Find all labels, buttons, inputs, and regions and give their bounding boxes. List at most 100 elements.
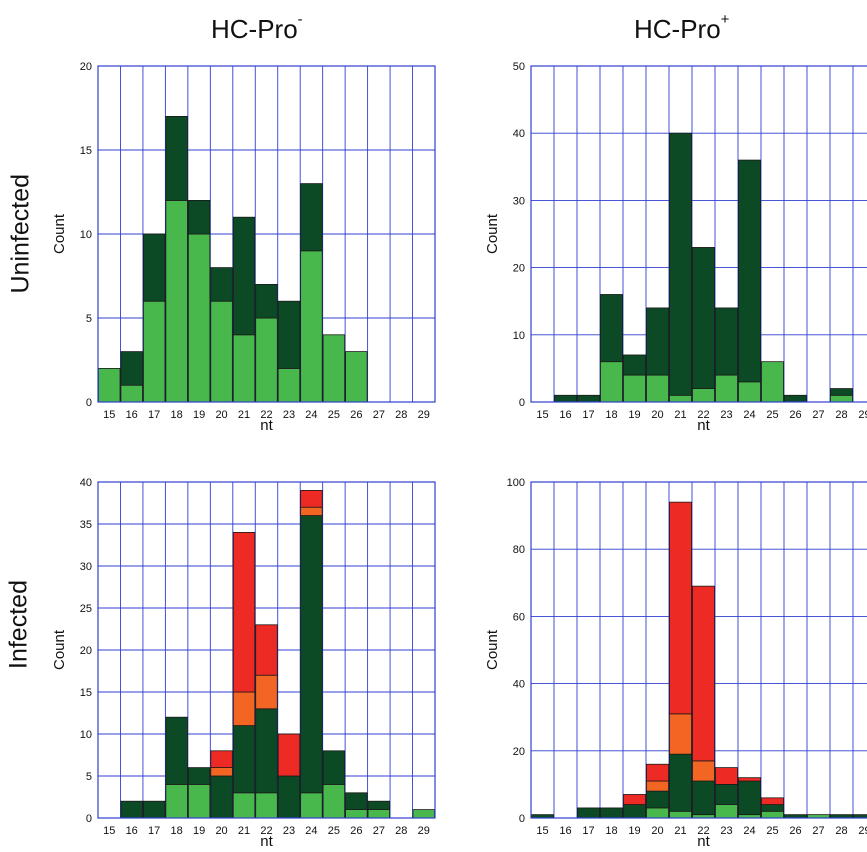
x-tick-label: 24 bbox=[743, 825, 755, 837]
y-tick-label: 0 bbox=[86, 813, 92, 825]
x-tick-label: 18 bbox=[605, 409, 617, 421]
bar-segment-dark-green bbox=[761, 804, 784, 812]
x-tick-label: 20 bbox=[651, 409, 663, 421]
bar-segment-red bbox=[761, 797, 784, 805]
bar-segment-dark-green bbox=[669, 753, 692, 812]
x-tick-label: 17 bbox=[148, 409, 160, 421]
x-tick-label: 29 bbox=[858, 825, 867, 837]
x-tick-label: 18 bbox=[171, 825, 183, 837]
bars bbox=[120, 489, 435, 819]
x-tick-label: 20 bbox=[215, 409, 227, 421]
x-tick-label: 16 bbox=[559, 409, 571, 421]
x-tick-label: 19 bbox=[628, 825, 640, 837]
bar-segment-dark-green bbox=[669, 132, 692, 396]
y-tick-label: 15 bbox=[80, 687, 92, 699]
bar-segment-light-green bbox=[669, 810, 692, 819]
y-tick-label: 30 bbox=[80, 561, 92, 573]
column-title-base: HC-Pro bbox=[211, 14, 298, 44]
x-tick-label: 18 bbox=[605, 825, 617, 837]
column-title-hcpro-minus: HC-Pro- bbox=[211, 11, 303, 45]
x-axis-label: nt bbox=[260, 833, 273, 850]
y-tick-label: 10 bbox=[80, 229, 92, 241]
bar-segment-light-green bbox=[715, 804, 738, 819]
x-tick-label: 17 bbox=[582, 825, 594, 837]
x-tick-label: 25 bbox=[766, 409, 778, 421]
x-tick-label: 24 bbox=[305, 825, 317, 837]
bar-segment-red bbox=[715, 767, 738, 785]
y-tick-label: 80 bbox=[513, 544, 525, 556]
bar-segment-dark-green bbox=[577, 807, 600, 819]
y-tick-labels: 0 5 10 15 20 bbox=[80, 61, 92, 409]
bar-segment-dark-green bbox=[300, 183, 323, 252]
x-tick-label: 22 bbox=[260, 409, 272, 421]
x-tick-label: 29 bbox=[858, 409, 867, 421]
x-tick-labels: 15 16 17 18 19 20 21 22 23 24 25 26 27 28 29 bbox=[536, 409, 867, 421]
x-tick-label: 16 bbox=[559, 825, 571, 837]
x-tick-label: 29 bbox=[418, 409, 430, 421]
x-tick-label: 23 bbox=[720, 409, 732, 421]
x-tick-label: 16 bbox=[126, 825, 138, 837]
column-title-base: HC-Pro bbox=[634, 14, 721, 44]
bar-segment-dark-green bbox=[646, 790, 669, 809]
x-tick-label: 26 bbox=[789, 409, 801, 421]
x-axis-label: nt bbox=[697, 833, 710, 850]
bar-segment-orange bbox=[692, 760, 715, 782]
y-tick-label: 40 bbox=[513, 128, 525, 140]
y-tick-label: 50 bbox=[513, 61, 525, 73]
x-tick-label: 26 bbox=[350, 825, 362, 837]
bar-segment-dark-green bbox=[600, 294, 623, 363]
bar-segment-dark-green bbox=[692, 780, 715, 816]
y-tick-label: 35 bbox=[80, 519, 92, 531]
bar-segment-red bbox=[738, 777, 761, 782]
x-tick-label: 27 bbox=[373, 409, 385, 421]
x-tick-label: 21 bbox=[674, 825, 686, 837]
plot-frame bbox=[530, 65, 867, 403]
bar-segment-dark-green bbox=[646, 307, 669, 376]
y-tick-labels: 0 5 10 15 20 25 30 35 40 bbox=[80, 477, 92, 825]
y-axis-label: Count bbox=[484, 629, 501, 670]
bar-segment-red bbox=[210, 750, 233, 768]
x-tick-label: 22 bbox=[697, 825, 709, 837]
y-tick-label: 20 bbox=[80, 61, 92, 73]
y-tick-label: 10 bbox=[513, 330, 525, 342]
x-tick-label: 15 bbox=[536, 825, 548, 837]
bar-segment-dark-green bbox=[187, 199, 211, 235]
bars bbox=[98, 116, 368, 403]
plot-frame bbox=[97, 65, 436, 403]
bar-segment-dark-green bbox=[187, 767, 211, 785]
bar-segment-dark-green bbox=[738, 159, 761, 383]
x-tick-label: 15 bbox=[536, 409, 548, 421]
y-tick-label: 0 bbox=[86, 397, 92, 409]
x-tick-label: 28 bbox=[395, 409, 407, 421]
bar-segment-dark-green bbox=[142, 233, 166, 302]
bar-segment-dark-green bbox=[120, 351, 143, 386]
bar-segment-dark-green bbox=[210, 267, 233, 302]
y-tick-label: 0 bbox=[519, 813, 525, 825]
x-tick-label: 27 bbox=[373, 825, 385, 837]
x-tick-label: 16 bbox=[126, 409, 138, 421]
bar-segment-dark-green bbox=[345, 792, 368, 810]
bar-segment-red bbox=[692, 585, 715, 762]
x-tick-label: 21 bbox=[238, 409, 250, 421]
bar-segment-dark-green bbox=[277, 300, 301, 369]
x-tick-label: 21 bbox=[674, 409, 686, 421]
y-tick-label: 100 bbox=[507, 477, 525, 489]
bar-segment-dark-green bbox=[830, 388, 853, 396]
x-tick-labels: 15 16 17 18 19 20 21 22 23 24 25 26 27 28 29 bbox=[103, 409, 430, 421]
y-tick-label: 40 bbox=[80, 477, 92, 489]
bar-segment-dark-green bbox=[367, 800, 391, 811]
bar-segment-dark-green bbox=[232, 216, 256, 336]
x-tick-labels: 15 16 17 18 19 20 21 22 23 24 25 26 27 28 29 bbox=[536, 825, 867, 837]
y-tick-label: 30 bbox=[513, 195, 525, 207]
x-tick-label: 25 bbox=[328, 825, 340, 837]
plot-frame bbox=[97, 481, 436, 819]
y-tick-label: 40 bbox=[513, 679, 525, 691]
y-tick-label: 20 bbox=[513, 746, 525, 758]
column-title-sup: - bbox=[297, 11, 303, 29]
x-tick-label: 22 bbox=[260, 825, 272, 837]
bar-segment-dark-green bbox=[692, 247, 715, 389]
column-title-hcpro-plus: HC-Pro+ bbox=[634, 11, 729, 45]
y-axis-label: Count bbox=[51, 629, 68, 670]
